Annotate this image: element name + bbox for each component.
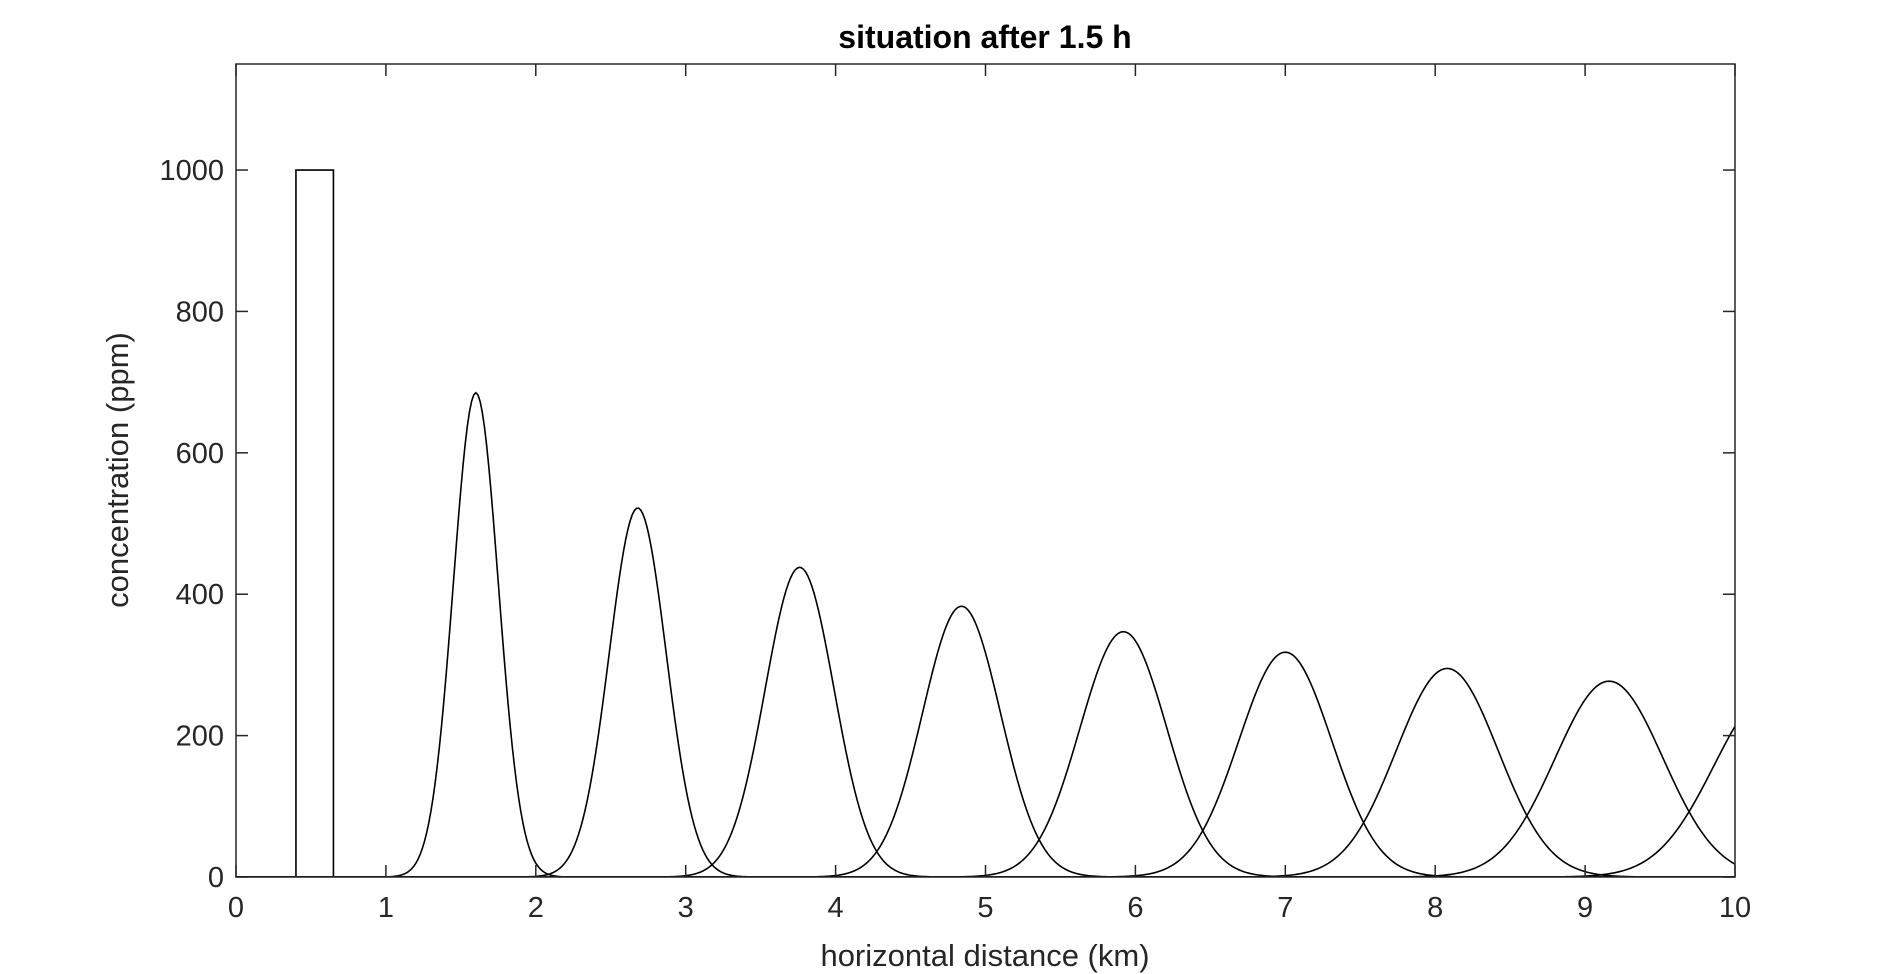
- y-tick-label: 0: [208, 862, 224, 894]
- x-tick-label: 2: [528, 892, 544, 924]
- chart-title: situation after 1.5 h: [838, 19, 1131, 55]
- initial-pulse-line: [236, 169, 1735, 877]
- y-tick-label: 400: [176, 579, 224, 611]
- x-tick-label: 9: [1577, 892, 1593, 924]
- x-tick-label: 10: [1719, 892, 1751, 924]
- x-tick-label: 3: [678, 892, 694, 924]
- concentration-curve-8: [236, 680, 1735, 877]
- concentration-curve-1: [236, 391, 1735, 877]
- x-tick-label: 8: [1427, 892, 1443, 924]
- y-tick-label: 800: [176, 296, 224, 328]
- x-tick-label: 1: [378, 892, 394, 924]
- x-axis-label: horizontal distance (km): [820, 938, 1149, 973]
- x-tick-label: 6: [1127, 892, 1143, 924]
- x-tick-label: 4: [828, 892, 844, 924]
- concentration-curve-7: [236, 667, 1735, 877]
- y-axis-label: concentration (ppm): [100, 332, 135, 608]
- x-tick-label: 7: [1277, 892, 1293, 924]
- y-tick-label: 600: [176, 438, 224, 470]
- ticks-layer: 0 1 2 3 4 5 6 7 8 9 10 0 200 400 600 800 1000: [159, 64, 1751, 924]
- y-tick-label: 200: [176, 721, 224, 753]
- x-tick-label: 0: [228, 892, 244, 924]
- y-tick-label: 1000: [159, 155, 224, 187]
- concentration-curve-4: [236, 605, 1735, 877]
- plot-background: [236, 64, 1735, 877]
- x-tick-label: 5: [977, 892, 993, 924]
